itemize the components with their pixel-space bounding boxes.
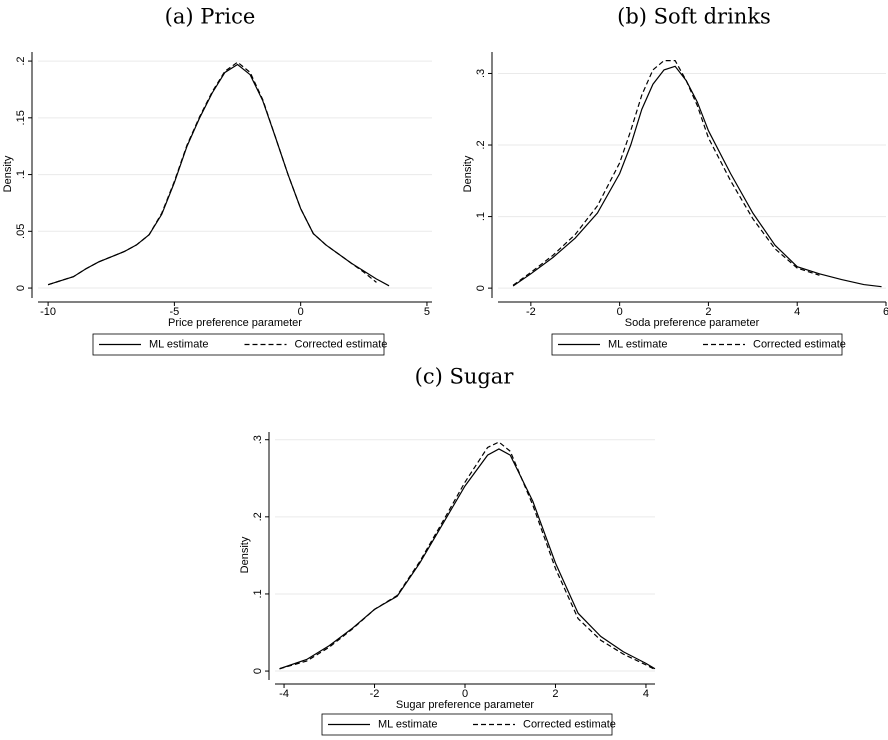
x-tick-label: 4: [643, 688, 649, 700]
x-axis-title: Soda preference parameter: [625, 317, 760, 329]
x-tick-label: -5: [169, 306, 179, 318]
legend-box: [551, 333, 843, 356]
legend-label: Corrected estimate: [295, 338, 388, 350]
legend-label: ML estimate: [608, 338, 668, 350]
legend-label: Corrected estimate: [753, 338, 846, 350]
x-tick-label: -2: [526, 306, 536, 318]
legend-box: [321, 713, 613, 736]
y-tick-label: .05: [15, 224, 27, 239]
y-tick-label: 0: [15, 285, 27, 291]
legend-label: ML estimate: [378, 718, 438, 730]
y-tick-label: 0: [252, 668, 264, 674]
x-tick-label: 5: [424, 306, 430, 318]
panel-title: (a) Price: [165, 5, 256, 29]
y-tick-label: .3: [252, 435, 264, 444]
x-axis-title: Price preference parameter: [168, 317, 302, 329]
y-tick-label: .2: [252, 512, 264, 521]
legend-label: ML estimate: [149, 338, 209, 350]
y-tick-label: .3: [475, 69, 487, 78]
x-tick-label: 0: [617, 306, 623, 318]
y-axis-title: Density: [239, 536, 251, 573]
x-tick-label: 0: [298, 306, 304, 318]
legend-label: Corrected estimate: [523, 718, 616, 730]
x-axis-title: Sugar preference parameter: [396, 699, 535, 711]
x-tick-label: 4: [794, 306, 800, 318]
y-tick-label: 0: [475, 285, 487, 291]
density-line: [512, 59, 820, 286]
y-tick-label: .1: [15, 170, 27, 179]
panel-title: (c) Sugar: [415, 365, 515, 389]
x-tick-label: -10: [40, 306, 56, 318]
y-tick-label: .1: [252, 589, 264, 598]
x-tick-label: 2: [552, 688, 558, 700]
x-tick-label: 2: [705, 306, 711, 318]
y-axis-title: Density: [462, 155, 474, 192]
x-tick-label: -4: [279, 688, 289, 700]
density-line: [47, 61, 377, 286]
density-line: [512, 65, 882, 288]
legend-box: [92, 333, 385, 356]
y-tick-label: .2: [475, 140, 487, 149]
y-tick-label: .2: [15, 56, 27, 65]
y-tick-label: .1: [475, 212, 487, 221]
x-tick-label: 6: [883, 306, 888, 318]
x-tick-label: 0: [462, 688, 468, 700]
panel-title: (b) Soft drinks: [617, 5, 771, 29]
y-axis-title: Density: [2, 155, 14, 192]
density-line: [279, 448, 656, 670]
density-line: [279, 441, 656, 671]
density-line: [47, 63, 390, 287]
y-tick-label: .15: [15, 110, 27, 125]
x-tick-label: -2: [370, 688, 380, 700]
